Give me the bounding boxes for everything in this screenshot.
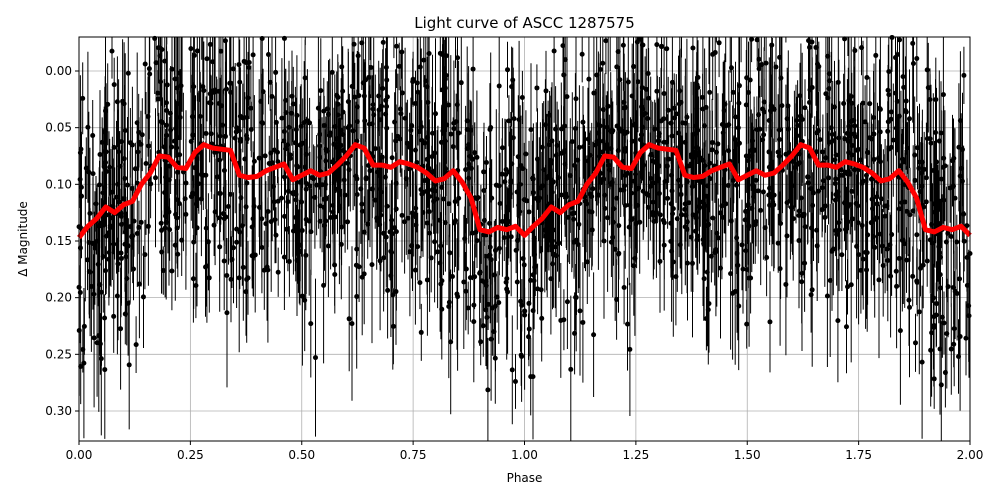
- svg-text:1.75: 1.75: [845, 448, 872, 462]
- svg-text:1.50: 1.50: [734, 448, 761, 462]
- svg-text:1.25: 1.25: [623, 448, 650, 462]
- svg-text:0.00: 0.00: [45, 64, 72, 78]
- svg-text:0.05: 0.05: [45, 121, 72, 135]
- y-axis-label: Δ Magnitude: [16, 201, 30, 277]
- svg-text:0.10: 0.10: [45, 177, 72, 191]
- y-axis-ticks: 0.00 0.05 0.10 0.15 0.20 0.25 0.30: [45, 64, 79, 418]
- svg-text:0.15: 0.15: [45, 234, 72, 248]
- chart-title: Light curve of ASCC 1287575: [414, 14, 635, 32]
- svg-text:0.00: 0.00: [66, 448, 93, 462]
- svg-text:0.30: 0.30: [45, 404, 72, 418]
- svg-text:0.50: 0.50: [288, 448, 315, 462]
- svg-text:2.00: 2.00: [957, 448, 984, 462]
- svg-text:0.20: 0.20: [45, 291, 72, 305]
- x-axis-ticks: 0.00 0.25 0.50 0.75 1.00 1.25 1.50 1.75 2.00: [66, 441, 984, 462]
- binned-curve: [77, 142, 972, 240]
- svg-text:0.25: 0.25: [45, 347, 72, 361]
- observation-points: [76, 34, 973, 441]
- svg-text:1.00: 1.00: [511, 448, 538, 462]
- x-axis-label: Phase: [507, 471, 543, 485]
- svg-text:0.25: 0.25: [177, 448, 204, 462]
- svg-text:0.75: 0.75: [400, 448, 427, 462]
